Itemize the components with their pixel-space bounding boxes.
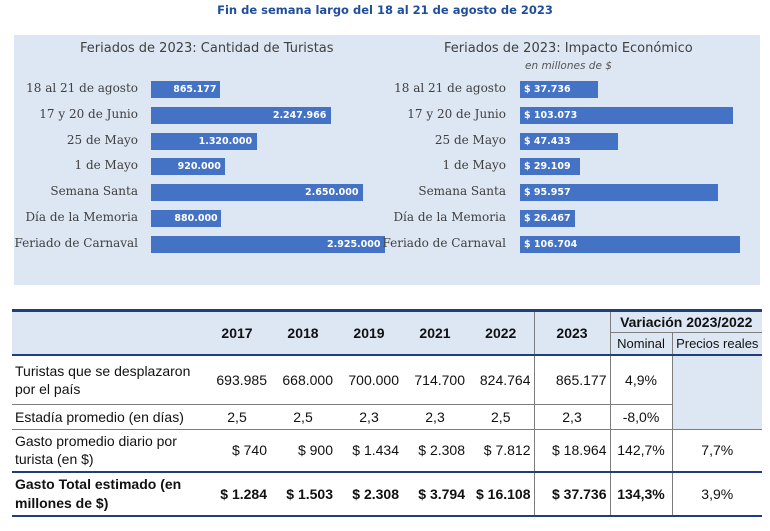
table-row: Gasto Total estimado (en millones de $) …	[12, 470, 762, 517]
table-cell: 700.000	[336, 353, 402, 405]
table-cell: 2,5	[293, 409, 313, 425]
bar	[151, 210, 222, 227]
table-cell: 2,5	[468, 404, 535, 430]
bar	[151, 132, 257, 150]
category-label: Día de la Memoria	[393, 210, 506, 224]
header-2023: 2023	[534, 309, 611, 355]
real-prices-header: Precios reales	[672, 332, 762, 355]
table-cell: $ 3.794	[402, 470, 468, 517]
economic-chart-title: Feriados de 2023: Impacto Económico	[444, 41, 693, 56]
real-prices-cell: 3,9%	[672, 470, 762, 517]
nominal-cell: 4,9%	[610, 353, 673, 405]
table-cell: 865.177	[534, 353, 611, 405]
table-cell: $ 740	[204, 429, 270, 472]
table-cell: $ 37.736	[534, 470, 611, 517]
bar-value-label: $ 26.467	[524, 213, 571, 224]
table-cell: $ 16.108	[468, 470, 535, 517]
nominal-cell: 142,7%	[610, 429, 673, 472]
category-label: Feriado de Carnaval	[14, 235, 138, 250]
bar-value-label: 920.000	[177, 161, 221, 173]
bar-value-label: $ 47.433	[524, 135, 571, 147]
tourists-chart-title: Feriados de 2023: Cantidad de Turistas	[80, 41, 334, 56]
table-row: Gasto promedio diario por turista (en $)…	[12, 429, 762, 472]
row-label: Gasto promedio diario por turista (en $)	[12, 429, 204, 472]
bar	[151, 158, 225, 176]
category-label: 1 de Mayo	[74, 158, 139, 173]
category-label: 25 de Mayo	[66, 132, 138, 147]
table-cell: $ 900	[270, 429, 336, 472]
category-label: Semana Santa	[50, 184, 138, 199]
bar	[520, 210, 575, 227]
table-row: Estadía promedio (en días) 2,5 2,5 2,3 2…	[12, 404, 762, 430]
bar	[520, 158, 581, 176]
bar	[151, 184, 363, 202]
table-cell: $ 1.284	[204, 470, 270, 517]
table-cell: 2,3	[425, 409, 445, 425]
category-label: 25 de Mayo	[434, 132, 506, 147]
category-label: Semana Santa	[418, 184, 506, 199]
header-2017: 2017	[204, 309, 270, 355]
header-2022: 2022	[468, 309, 535, 355]
row-label: Turistas que se desplazaron por el país	[12, 353, 204, 405]
table-cell: $ 1.434	[336, 429, 402, 472]
table-cell: 2,3	[534, 404, 611, 430]
nominal-cell: 134,3%	[610, 470, 673, 517]
real-prices-cell: 7,7%	[672, 429, 762, 472]
header-2019: 2019	[336, 309, 402, 355]
category-label: 18 al 21 de agosto	[26, 81, 138, 95]
bar-value-label: $ 37.736	[524, 84, 571, 95]
row-label: Gasto Total estimado (en millones de $)	[12, 470, 204, 517]
table-cell: $ 18.964	[534, 429, 611, 472]
economic-chart-subtitle: en millones de $	[525, 60, 612, 72]
bar	[520, 81, 598, 98]
category-label: 1 de Mayo	[442, 158, 507, 173]
bar-value-label: $ 95.957	[524, 187, 571, 199]
tourism-summary-table: 2017 2018 2019 2021 2022 2023 Variación …	[12, 309, 762, 517]
bar	[151, 81, 221, 98]
table-row: Turistas que se desplazaron por el país …	[12, 353, 762, 430]
table-cell: $ 2.308	[336, 470, 402, 517]
table-cell: 2,5	[227, 409, 247, 425]
category-label: Feriado de Carnaval	[382, 235, 506, 250]
category-label: 17 y 20 de Junio	[39, 106, 138, 121]
bar-value-label: 865.177	[173, 84, 217, 95]
table-cell: 824.764	[468, 353, 535, 405]
bar	[151, 106, 331, 124]
bar-value-label: $ 103.073	[524, 109, 578, 121]
page-title: Fin de semana largo del 18 al 21 de agos…	[217, 3, 553, 17]
row-label: Estadía promedio (en días)	[15, 408, 184, 425]
bar-value-label: 1.320.000	[198, 135, 253, 147]
bar-value-label: $ 29.109	[524, 161, 571, 173]
bar	[520, 106, 733, 124]
bar	[520, 184, 718, 202]
header-2021: 2021	[402, 309, 468, 355]
charts-panel: Feriados de 2023: Cantidad de Turistas F…	[14, 35, 760, 285]
header-2018: 2018	[270, 309, 336, 355]
bar-value-label: $ 106.704	[524, 238, 578, 250]
bar	[151, 235, 385, 253]
category-label: 17 y 20 de Junio	[407, 106, 506, 121]
table-corner	[12, 309, 204, 355]
table-cell: 2,3	[359, 409, 379, 425]
table-cell: 693.985	[204, 353, 270, 405]
bar	[520, 132, 618, 150]
bar-value-label: 2.925.000	[327, 238, 381, 250]
table-cell: 714.700	[402, 353, 468, 405]
table-cell: $ 7.812	[468, 429, 535, 472]
table-cell: $ 1.503	[270, 470, 336, 517]
bar-value-label: 2.247.966	[272, 109, 327, 121]
variation-header: Variación 2023/2022	[610, 309, 762, 333]
bar	[520, 235, 740, 253]
bar-value-label: 880.000	[174, 213, 218, 224]
category-label: 18 al 21 de agosto	[394, 81, 506, 95]
table-cell: 668.000	[270, 353, 336, 405]
table-cell: $ 2.308	[402, 429, 468, 472]
real-prices-cell	[672, 353, 762, 430]
nominal-header: Nominal	[610, 332, 673, 355]
category-label: Día de la Memoria	[25, 210, 138, 224]
bar-value-label: 2.650.000	[305, 187, 359, 199]
nominal-cell: -8,0%	[610, 404, 673, 430]
